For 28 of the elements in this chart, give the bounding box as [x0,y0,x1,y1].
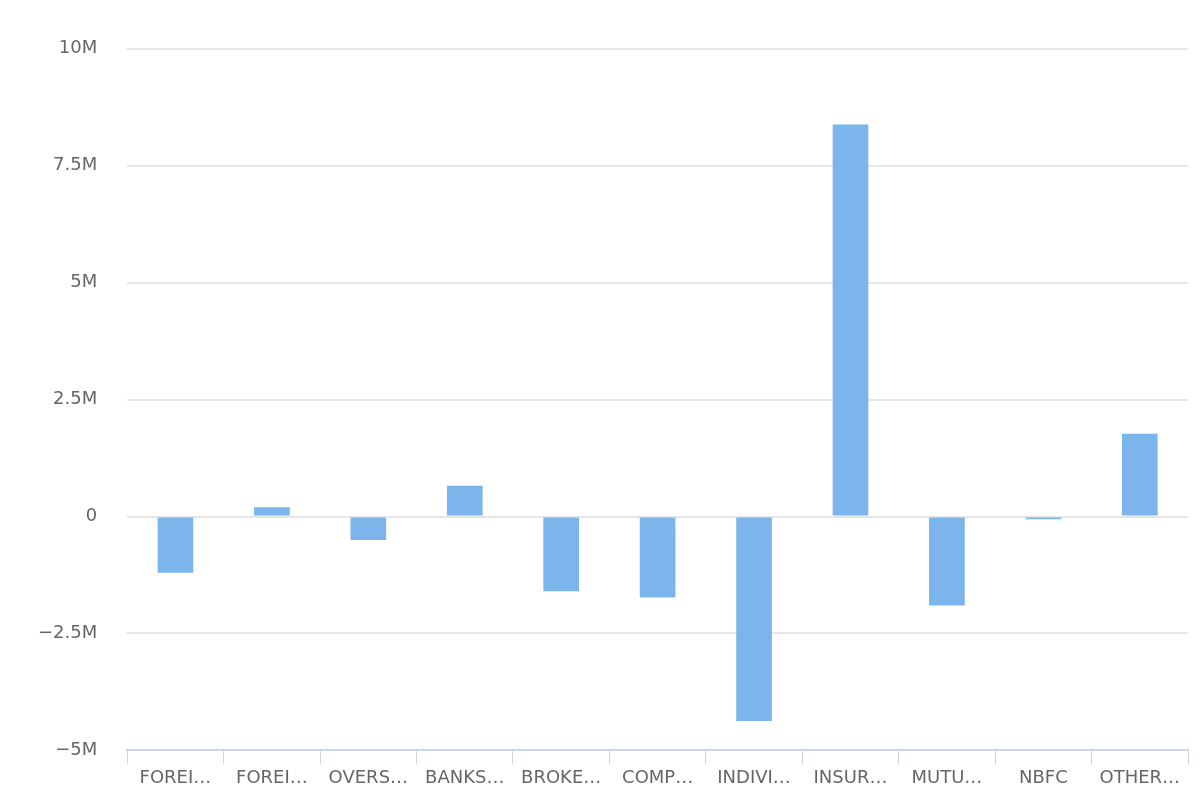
bar [157,517,194,573]
bar [639,517,676,598]
y-tick-label: 7.5M [53,153,98,175]
x-tick-label: MUTU… [911,765,983,787]
y-tick-label: −2.5M [37,621,98,643]
y-tick-label: 0 [85,504,98,526]
x-tick-label: BROKE… [521,765,602,787]
x-tick-label: INDIVI… [717,765,791,787]
y-tick-label: 10M [58,36,98,58]
bar [1121,433,1158,516]
x-tick-label: OVERS… [328,765,409,787]
bar [350,517,387,540]
bar [736,517,772,721]
bar [832,124,869,516]
x-tick-label: FOREI… [236,765,308,787]
bar [446,485,483,516]
x-tick-label: COMP… [622,765,694,787]
x-tick-label: BANKS… [425,765,505,787]
y-tick-label: 2.5M [53,387,98,409]
y-tick-label: −5M [55,738,98,760]
x-tick-label: OTHER… [1099,765,1181,787]
y-tick-label: 5M [70,270,98,292]
x-tick-label: INSUR… [813,765,888,787]
bar [929,517,965,606]
x-tick-label: FOREI… [139,765,212,787]
bar [254,507,290,516]
x-tick-label: NBFC [1018,765,1068,787]
bar [543,517,580,592]
